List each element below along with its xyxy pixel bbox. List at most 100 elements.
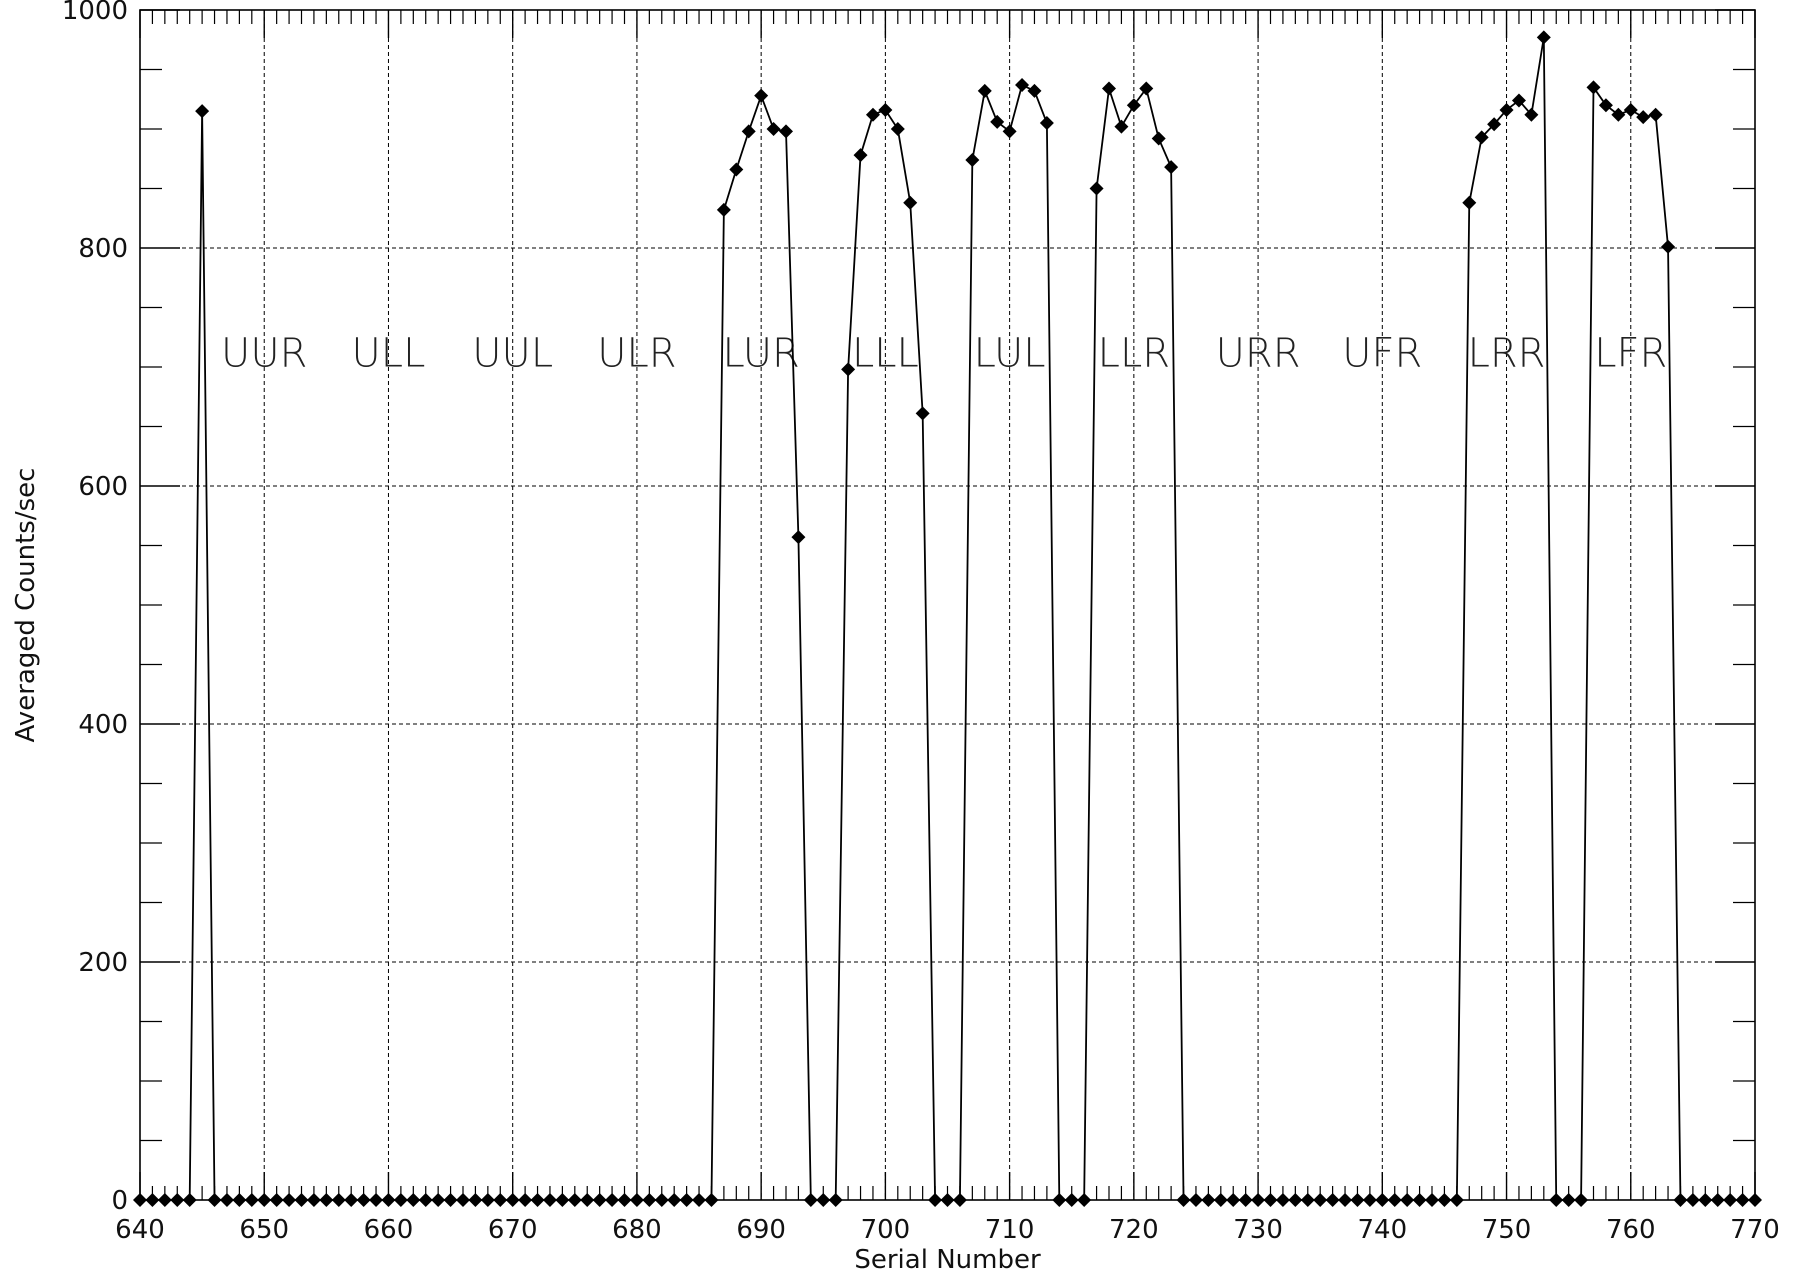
- data-point: [1449, 1193, 1464, 1207]
- data-point: [1275, 1193, 1290, 1207]
- data-point: [145, 1193, 160, 1207]
- data-point: [269, 1193, 284, 1207]
- major-ticks: [139, 9, 1756, 1201]
- data-point: [381, 1193, 396, 1207]
- data-point: [692, 1193, 707, 1207]
- data-point: [617, 1193, 632, 1207]
- data-point: [1561, 1193, 1576, 1207]
- data-point: [505, 1193, 520, 1207]
- data-point: [1288, 1193, 1303, 1207]
- y-tick-label: 1000: [62, 0, 128, 26]
- data-point: [841, 362, 856, 377]
- data-point: [940, 1193, 955, 1207]
- data-point: [1437, 1193, 1452, 1207]
- data-point: [965, 152, 980, 167]
- data-point: [1052, 1193, 1067, 1207]
- data-point: [1623, 102, 1638, 117]
- data-point: [1586, 80, 1601, 95]
- data-point: [1002, 124, 1017, 139]
- data-point: [1673, 1193, 1688, 1207]
- data-point: [1524, 107, 1539, 122]
- data-point: [654, 1193, 669, 1207]
- data-point: [170, 1193, 185, 1207]
- data-point: [754, 88, 769, 103]
- y-tick-label: 200: [78, 948, 128, 978]
- data-point: [406, 1193, 421, 1207]
- data-point: [816, 1193, 831, 1207]
- series-line: [140, 37, 1755, 1201]
- data-point: [729, 162, 744, 177]
- data-point: [1188, 1193, 1203, 1207]
- region-labels: UUR ULL UUL ULR LUR LLL LUL LLR URR UFR LRR LFR: [221, 331, 1667, 377]
- data-point: [493, 1193, 508, 1207]
- data-point: [1698, 1193, 1713, 1207]
- data-point: [418, 1193, 433, 1207]
- region-label: URR: [1216, 331, 1301, 377]
- data-point: [456, 1193, 470, 1207]
- data-point: [1226, 1193, 1241, 1207]
- data-point: [1114, 119, 1129, 134]
- y-axis-label: Averaged Counts/sec: [11, 468, 41, 743]
- data-point: [803, 1193, 818, 1207]
- data-point: [1126, 98, 1141, 113]
- data-point: [1238, 1193, 1253, 1207]
- data-point: [567, 1193, 582, 1207]
- data-point: [853, 148, 868, 163]
- data-points: [133, 30, 1762, 1207]
- x-tick-label: 700: [861, 1215, 911, 1245]
- data-point: [282, 1193, 297, 1207]
- data-point: [990, 114, 1005, 129]
- region-label: UUR: [221, 331, 307, 377]
- data-point: [555, 1193, 570, 1207]
- data-point: [306, 1193, 321, 1207]
- data-point: [207, 1193, 222, 1207]
- data-point: [1723, 1193, 1738, 1207]
- data-point: [530, 1193, 545, 1207]
- data-point: [1325, 1193, 1340, 1207]
- region-label: ULL: [352, 331, 426, 377]
- data-point: [1400, 1193, 1415, 1207]
- data-point: [580, 1193, 595, 1207]
- data-point: [1139, 81, 1154, 96]
- region-label: ULR: [597, 331, 676, 377]
- plot-frame: [139, 9, 1756, 1201]
- data-point: [331, 1193, 346, 1207]
- data-point: [1164, 160, 1179, 175]
- data-point: [232, 1193, 247, 1207]
- data-point: [1176, 1193, 1191, 1207]
- data-point: [977, 83, 992, 98]
- data-point: [344, 1193, 359, 1207]
- x-tick-label: 670: [488, 1215, 538, 1245]
- data-point: [294, 1193, 309, 1207]
- region-label: LRR: [1468, 331, 1546, 377]
- data-point: [1300, 1193, 1315, 1207]
- data-point: [257, 1193, 272, 1207]
- data-point: [629, 1193, 644, 1207]
- data-point: [791, 530, 806, 545]
- data-point: [1213, 1193, 1228, 1207]
- region-label: UFR: [1342, 331, 1422, 377]
- data-point: [1201, 1193, 1216, 1207]
- data-point: [1362, 1193, 1377, 1207]
- data-point: [679, 1193, 694, 1207]
- data-point: [779, 124, 793, 139]
- data-point: [1102, 81, 1116, 96]
- data-point: [928, 1193, 943, 1207]
- data-point: [642, 1193, 657, 1207]
- data-point: [952, 1193, 967, 1207]
- y-tick-label: 0: [111, 1186, 128, 1216]
- region-label: LUR: [722, 331, 799, 377]
- x-tick-label: 660: [364, 1215, 414, 1245]
- data-point: [828, 1193, 843, 1207]
- data-point: [1598, 98, 1613, 113]
- x-tick-label: 770: [1730, 1215, 1780, 1245]
- data-point: [133, 1193, 147, 1207]
- x-tick-label: 690: [736, 1215, 786, 1245]
- data-point: [1263, 1193, 1278, 1207]
- region-label: LUL: [974, 331, 1046, 377]
- data-point: [1710, 1193, 1725, 1207]
- region-label: LLR: [1098, 331, 1170, 377]
- data-point: [704, 1193, 719, 1207]
- data-point: [1735, 1193, 1750, 1207]
